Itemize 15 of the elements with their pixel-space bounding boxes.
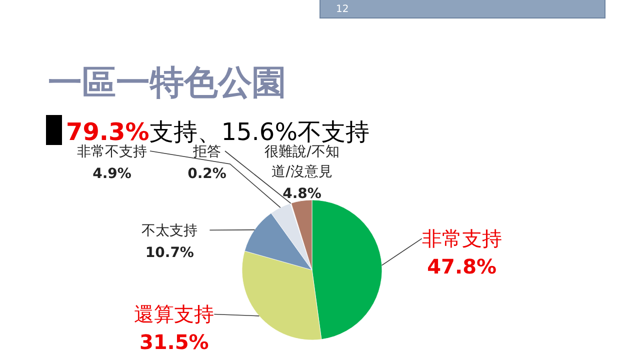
slice-label: 還算支持 bbox=[134, 302, 214, 326]
chart-title: 一區一特色公園 bbox=[48, 63, 286, 103]
data-label: 47.8% bbox=[427, 254, 497, 278]
data-label: 10.7% bbox=[145, 244, 194, 261]
data-label: 31.5% bbox=[139, 330, 209, 354]
text: 12 bbox=[336, 4, 349, 15]
slice-label: 非常不支持 bbox=[77, 144, 147, 160]
slice-label: 拒答 bbox=[192, 144, 221, 160]
data-label: 0.2% bbox=[188, 166, 226, 182]
slice-label: 非常支持 bbox=[422, 226, 502, 250]
chart-subtitle: 79.3%支持、15.6%不支持 bbox=[66, 118, 370, 146]
slice-label: 不太支持 bbox=[142, 222, 198, 239]
data-label: 4.8% bbox=[282, 186, 322, 202]
slice-label: 很難說/不知道/沒意見 bbox=[264, 144, 340, 180]
data-label: 4.9% bbox=[92, 166, 132, 182]
